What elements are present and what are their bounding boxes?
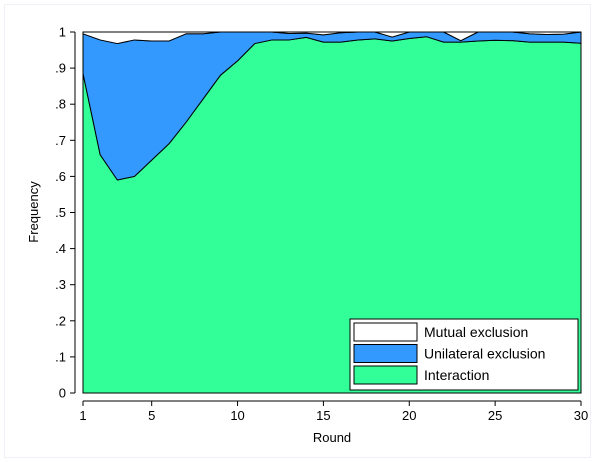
y-tick-label: 1 [59, 25, 66, 40]
y-tick-label: .6 [55, 169, 66, 184]
x-tick-label: 10 [230, 408, 244, 423]
x-tick-label: 5 [148, 408, 155, 423]
legend-swatch-mutual-exclusion [353, 322, 418, 342]
x-tick-label: 15 [316, 408, 330, 423]
legend-label-mutual-exclusion: Mutual exclusion [424, 324, 528, 340]
plot-frame [82, 31, 582, 394]
x-tick-label: 30 [574, 408, 588, 423]
x-tick-label: 1 [79, 408, 86, 423]
x-axis-title: Round [313, 430, 351, 445]
axes: 0.1.2.3.4.5.6.7.8.911 5 10 15 20 25 30 [55, 25, 588, 424]
legend-label-interaction: Interaction [424, 367, 489, 383]
y-tick-label: 0 [59, 386, 66, 401]
figure-border [4, 4, 591, 458]
y-tick-label: .5 [55, 205, 66, 220]
y-tick-label: .2 [55, 313, 66, 328]
y-tick-label: .3 [55, 277, 66, 292]
legend: Mutual exclusion Unilateral exclusion Inte… [349, 318, 579, 391]
y-tick-label: .1 [55, 349, 66, 364]
y-tick-label: .7 [55, 133, 66, 148]
y-tick-label: .8 [55, 97, 66, 112]
y-tick-label: .4 [55, 241, 66, 256]
y-axis-title: Frequency [26, 181, 41, 243]
x-tick-label: 25 [488, 408, 502, 423]
legend-label-unilateral-exclusion: Unilateral exclusion [424, 346, 545, 362]
y-tick-label: .9 [55, 61, 66, 76]
legend-swatch-interaction [353, 365, 418, 385]
legend-swatch-unilateral-exclusion [353, 344, 418, 363]
x-tick-label: 20 [402, 408, 416, 423]
